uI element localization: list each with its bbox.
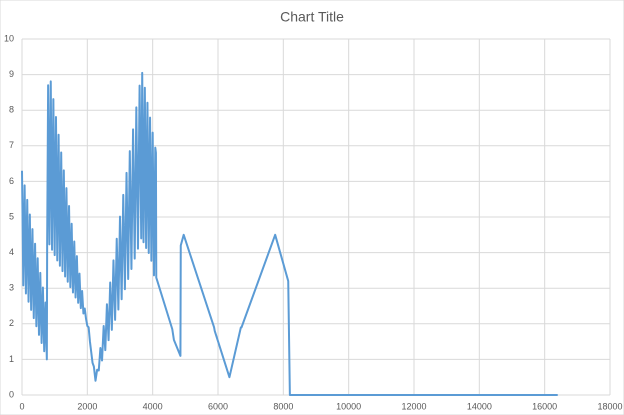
y-tick-label: 0: [9, 389, 14, 399]
y-tick-label: 1: [9, 354, 14, 364]
x-tick-label: 2000: [77, 401, 97, 411]
y-tick-label: 6: [9, 176, 14, 186]
y-tick-label: 7: [9, 140, 14, 150]
x-tick-label: 10000: [336, 401, 361, 411]
x-tick-label: 6000: [208, 401, 228, 411]
y-tick-label: 8: [9, 105, 14, 115]
y-tick-label: 9: [9, 69, 14, 79]
x-tick-label: 12000: [401, 401, 426, 411]
y-tick-label: 4: [9, 247, 14, 257]
x-tick-label: 0: [19, 401, 24, 411]
x-tick-label: 8000: [273, 401, 293, 411]
chart-title: Chart Title: [280, 9, 344, 25]
y-tick-label: 5: [9, 211, 14, 221]
x-tick-label: 14000: [467, 401, 492, 411]
x-tick-label: 18000: [597, 401, 622, 411]
x-tick-label: 4000: [143, 401, 163, 411]
data-line: [21, 71, 558, 396]
y-tick-label: 2: [9, 318, 14, 328]
y-tick-label: 3: [9, 283, 14, 293]
x-tick-label: 16000: [532, 401, 557, 411]
y-tick-label: 10: [4, 33, 14, 43]
